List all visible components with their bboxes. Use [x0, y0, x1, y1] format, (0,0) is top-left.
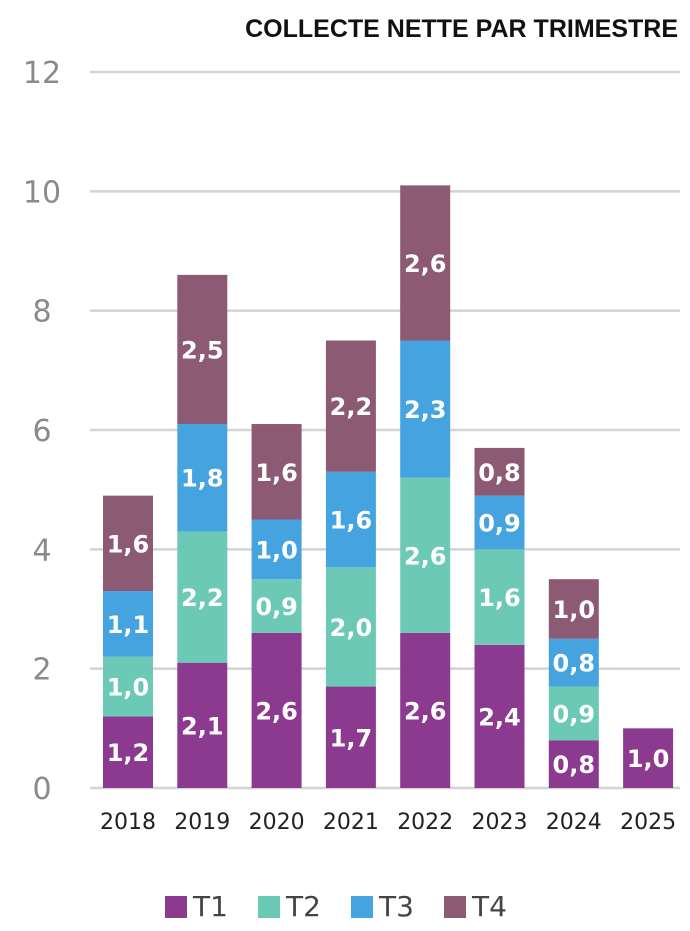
data-label-2019-t4: 2,5	[181, 336, 224, 364]
data-label-2024-t4: 1,0	[553, 596, 596, 624]
data-label-2022-t1: 2,6	[404, 697, 447, 725]
data-label-2018-t2: 1,0	[107, 674, 150, 702]
bar-2020-t4	[251, 424, 302, 520]
bar-2019-t2	[177, 531, 228, 663]
data-label-2023-t4: 0,8	[478, 459, 521, 487]
data-label-2021-t4: 2,2	[330, 393, 373, 421]
x-tick-label-2020: 2020	[249, 810, 305, 835]
data-label-2019-t2: 2,2	[181, 584, 224, 612]
bar-2018-t4	[103, 495, 153, 592]
y-tick-label: 2	[32, 653, 51, 688]
x-tick-label-2023: 2023	[472, 810, 528, 835]
bar-2023-t2	[474, 549, 525, 645]
bar-2024-t1	[548, 740, 599, 788]
x-tick-label-2021: 2021	[323, 810, 379, 835]
legend: T1 T2 T3 T4	[165, 890, 507, 923]
x-tick-label-2025: 2025	[620, 810, 676, 835]
x-tick-label-2024: 2024	[546, 810, 602, 835]
bar-2018-t3	[103, 591, 153, 657]
bar-2019-t3	[177, 424, 228, 532]
data-label-2018-t3: 1,1	[107, 611, 150, 639]
y-axis-ticks: 0 2 4 6 8 10 12	[23, 56, 61, 807]
data-labels: 1,2 1,0 1,1 1,6 2,1 2,2 1,8 2,5 2,6 0,9 1,0 1,6 1,7 2…	[107, 250, 670, 779]
bar-2019-t4	[177, 274, 228, 425]
legend-label-t3: T3	[378, 890, 414, 923]
bar-2018-t2	[103, 656, 153, 717]
x-tick-label-2019: 2019	[174, 810, 230, 835]
bar-2024-t4	[548, 579, 599, 639]
bar-2023-t4	[474, 447, 525, 496]
legend-swatch-t2	[258, 896, 280, 918]
bar-2021-t2	[325, 567, 376, 687]
y-tick-label: 0	[32, 772, 51, 807]
bar-2018-t1	[103, 716, 153, 788]
data-label-2020-t2: 0,9	[255, 593, 298, 621]
x-tick-label-2018: 2018	[100, 810, 156, 835]
bar-2022-t1	[400, 632, 451, 788]
y-tick-label: 10	[23, 175, 61, 210]
data-label-2020-t3: 1,0	[255, 536, 298, 564]
data-label-2021-t3: 1,6	[330, 507, 373, 535]
y-tick-label: 6	[32, 414, 51, 449]
data-label-2021-t2: 2,0	[330, 614, 373, 642]
data-label-2024-t3: 0,8	[553, 650, 596, 678]
bar-2021-t4	[325, 340, 376, 472]
y-tick-label: 12	[23, 56, 61, 91]
data-label-2022-t3: 2,3	[404, 396, 447, 424]
legend-label-t4: T4	[471, 890, 507, 923]
data-label-2025-t1: 1,0	[627, 745, 670, 773]
bar-2021-t3	[325, 471, 376, 568]
data-label-2022-t2: 2,6	[404, 542, 447, 570]
bar-2020-t2	[251, 579, 302, 633]
bar-2021-t1	[325, 686, 376, 788]
data-label-2024-t1: 0,8	[553, 751, 596, 779]
data-label-2020-t4: 1,6	[255, 459, 298, 487]
bar-2022-t2	[400, 477, 451, 633]
data-label-2022-t4: 2,6	[404, 250, 447, 278]
bar-2020-t3	[251, 519, 302, 580]
legend-swatch-t4	[444, 896, 466, 918]
bar-2022-t4	[400, 185, 451, 341]
bar-2024-t2	[548, 686, 599, 741]
bar-2020-t1	[251, 632, 302, 788]
y-tick-label: 8	[32, 295, 51, 330]
legend-swatch-t3	[351, 896, 373, 918]
data-label-2023-t3: 0,9	[478, 509, 521, 537]
bar-2025-t1	[623, 728, 674, 788]
chart-title: COLLECTE NETTE PAR TRIMESTRE	[245, 15, 678, 43]
data-label-2019-t1: 2,1	[181, 712, 224, 740]
data-label-2023-t2: 1,6	[478, 584, 521, 612]
data-label-2018-t1: 1,2	[107, 739, 150, 767]
bar-2023-t1	[474, 644, 525, 788]
bar-2019-t1	[177, 662, 228, 788]
bar-2023-t3	[474, 495, 525, 550]
x-axis-ticks: 2018 2019 2020 2021 2022 2023 2024 2025	[100, 810, 676, 835]
data-label-2024-t2: 0,9	[553, 700, 596, 728]
data-label-2020-t1: 2,6	[255, 697, 298, 725]
bar-2022-t3	[400, 340, 451, 478]
data-label-2021-t1: 1,7	[330, 724, 373, 752]
bar-2024-t3	[548, 638, 599, 687]
legend-label-t2: T2	[285, 890, 321, 923]
bars	[103, 185, 674, 788]
x-tick-label-2022: 2022	[397, 810, 453, 835]
data-label-2023-t1: 2,4	[478, 703, 521, 731]
y-tick-label: 4	[32, 533, 51, 568]
data-label-2019-t3: 1,8	[181, 465, 224, 493]
data-label-2018-t4: 1,6	[107, 530, 150, 558]
legend-swatch-t1	[165, 896, 187, 918]
legend-label-t1: T1	[192, 890, 228, 923]
